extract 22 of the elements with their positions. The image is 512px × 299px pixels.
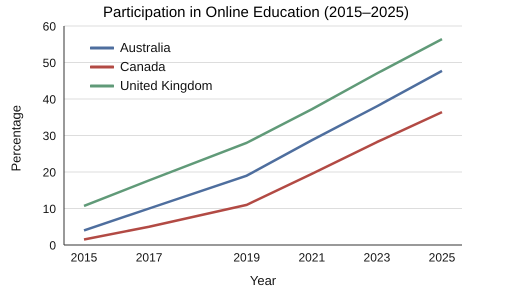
x-tick-label: 2025 [428,250,456,265]
line-series [82,38,444,208]
y-tick-label: 30 [42,128,56,143]
y-tick-label: 20 [42,165,56,180]
y-tick-label: 50 [42,56,56,70]
x-tick-label: 2015 [70,250,98,265]
chart-title: Participation in Online Education (2015–2025) [102,4,410,21]
y-tick-label: 40 [42,92,56,106]
x-tick-label: 2017 [136,250,163,265]
x-tick-label: 2019 [233,250,260,265]
y-tick-label: 10 [42,202,56,216]
x-axis-title: Year [250,273,277,288]
legend-label: United Kingdom [120,77,212,95]
y-axis-title: Percentage [8,105,24,172]
x-tick-label: 2023 [364,250,391,265]
line-series [82,110,444,241]
line-series [82,70,444,232]
y-tick-label: 60 [42,19,56,34]
legend-label: Canada [120,58,166,76]
legend-label: Australia [120,39,171,57]
y-tick-label: 0 [49,238,56,252]
x-tick-label: 2021 [298,250,326,265]
